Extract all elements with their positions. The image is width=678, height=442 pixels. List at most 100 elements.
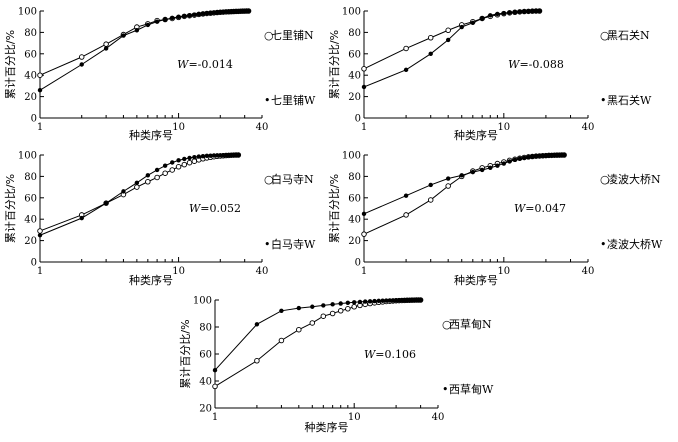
data-point-filled xyxy=(380,298,385,303)
y-tick-label: 80 xyxy=(24,28,37,39)
data-point-filled xyxy=(501,161,507,166)
series-line-n xyxy=(39,154,239,232)
legend-label: 七里铺N xyxy=(271,29,314,42)
legend-label: 黑石关W xyxy=(607,93,652,107)
y-tick-label: 40 xyxy=(348,71,361,82)
data-point-filled xyxy=(459,24,464,30)
legend-marker-open: ○ xyxy=(442,318,452,331)
legend-label: 白马寺W xyxy=(271,237,316,251)
data-point-filled xyxy=(351,300,357,305)
w-statistic: W=0.047 xyxy=(514,202,566,215)
data-point-filled xyxy=(204,153,210,159)
data-point-filled xyxy=(526,154,531,160)
data-point-open xyxy=(145,178,151,185)
data-point-filled xyxy=(121,189,126,194)
data-point-open xyxy=(351,304,357,310)
data-point-filled xyxy=(145,22,151,28)
series-line-n xyxy=(363,154,565,235)
data-point-filled xyxy=(330,302,335,307)
data-point-filled xyxy=(196,154,202,159)
data-point-filled xyxy=(418,297,423,303)
data-point-filled xyxy=(254,322,260,327)
y-tick-label: 20 xyxy=(348,236,361,247)
y-tick-label: 60 xyxy=(199,350,212,361)
legend-label: 黑石关N xyxy=(607,28,650,42)
data-point-filled xyxy=(182,156,187,162)
y-axis-label: 累计百分比/% xyxy=(4,174,17,243)
data-point-filled xyxy=(390,298,396,303)
data-point-filled xyxy=(154,19,160,24)
series-line-w xyxy=(39,154,239,236)
data-point-filled xyxy=(512,157,518,163)
x-tick-label: 40 xyxy=(582,266,595,277)
data-point-open xyxy=(320,313,327,319)
data-point-filled xyxy=(387,298,392,303)
y-tick-label: 100 xyxy=(342,7,361,18)
data-point-filled xyxy=(445,37,451,43)
y-tick-label: 0 xyxy=(31,258,37,269)
legend-marker-filled: • xyxy=(264,94,271,107)
data-point-filled xyxy=(279,308,284,313)
data-point-filled xyxy=(561,152,567,158)
data-point-open xyxy=(427,35,434,41)
data-point-filled xyxy=(428,182,433,188)
data-point-open xyxy=(445,183,451,189)
data-point-open xyxy=(403,212,409,218)
data-point-open xyxy=(427,197,434,203)
w-statistic-value: =0.047 xyxy=(525,202,566,215)
data-point-filled xyxy=(345,300,351,306)
data-point-filled xyxy=(522,155,527,161)
legend-marker-open: ○ xyxy=(264,29,274,42)
data-point-filled xyxy=(204,11,210,16)
data-point-filled xyxy=(134,180,140,186)
data-point-filled xyxy=(200,11,206,16)
y-tick-label: 80 xyxy=(348,172,361,183)
data-point-filled xyxy=(470,20,476,25)
data-point-filled xyxy=(187,13,192,18)
data-point-filled xyxy=(479,167,485,173)
data-point-filled xyxy=(338,301,343,306)
chart-panel-1: 0 20 40 60 80 100 1 10 40 种类序号 累计百分比/% ○七里铺N • 七里铺W W=… xyxy=(4,7,316,143)
chart-panel-3: 0 20 40 60 80 100 1 10 40 种类序号 累计百分比/% ○白马寺N • 白马寺W W=… xyxy=(4,151,316,288)
y-tick-label: 40 xyxy=(24,71,37,82)
y-tick-label: 40 xyxy=(348,215,361,226)
y-tick-label: 60 xyxy=(24,193,37,204)
x-axis-label: 种类序号 xyxy=(129,273,173,287)
data-point-open xyxy=(345,306,351,312)
data-point-filled xyxy=(488,13,493,18)
data-point-filled xyxy=(212,368,218,373)
data-point-open xyxy=(103,41,109,47)
x-tick-label: 10 xyxy=(172,266,185,277)
legend-marker-open: ○ xyxy=(600,29,610,42)
data-point-filled xyxy=(211,10,217,15)
x-tick-label: 1 xyxy=(361,266,367,277)
data-point-open xyxy=(296,326,302,333)
data-point-filled xyxy=(428,51,433,56)
series-line-w xyxy=(363,10,540,88)
y-tick-label: 80 xyxy=(24,172,37,183)
data-point-filled xyxy=(495,163,500,168)
x-tick-label: 10 xyxy=(497,122,510,133)
data-point-filled xyxy=(403,67,409,73)
data-point-filled xyxy=(501,10,507,16)
data-point-open xyxy=(337,308,344,314)
data-point-open xyxy=(309,320,316,326)
data-point-filled xyxy=(79,62,84,67)
data-point-filled xyxy=(321,303,326,308)
y-axis-label: 累计百分比/% xyxy=(328,30,341,99)
data-point-filled xyxy=(154,167,160,173)
data-point-filled xyxy=(79,215,84,221)
y-tick-label: 100 xyxy=(18,7,37,18)
data-point-open xyxy=(403,45,409,52)
chart-panel-5: 20 40 60 80 100 1 10 40 种类序号 累计百分比/% ○西草甸N • 西草甸W W=0… xyxy=(179,296,494,435)
data-point-filled xyxy=(479,16,485,21)
data-point-filled xyxy=(533,8,539,14)
data-point-filled xyxy=(526,9,531,14)
w-statistic: W=-0.014 xyxy=(177,58,233,71)
chart-panel-2: 0 20 40 60 80 100 1 10 40 种类序号 累计百分比/% ○黑石关N • 黑石关W W=… xyxy=(328,7,652,143)
data-point-filled xyxy=(372,298,377,304)
data-point-filled xyxy=(296,305,302,311)
legend-marker-filled: • xyxy=(442,383,449,396)
data-point-filled xyxy=(459,173,464,178)
data-point-filled xyxy=(507,10,512,15)
